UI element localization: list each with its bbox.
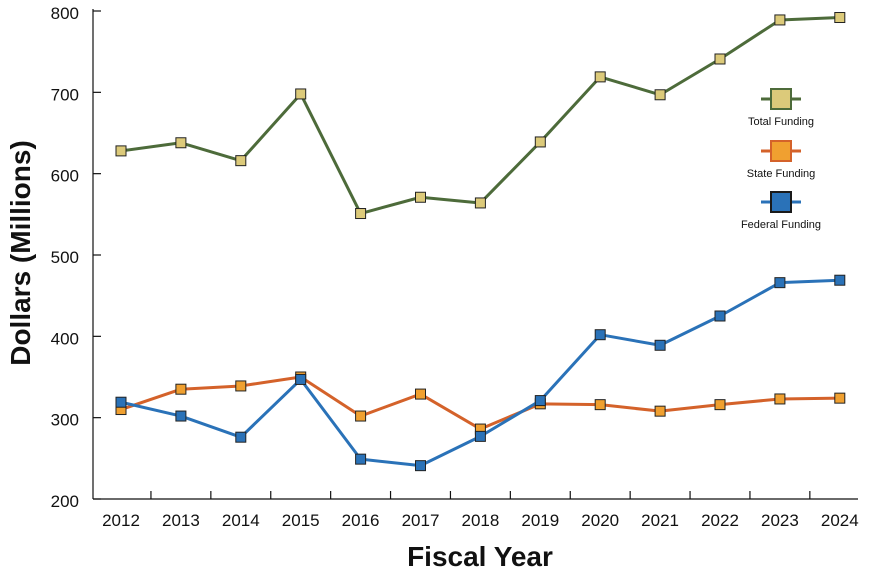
axes: 200 300 400 500 600 700 800 2012 2013 2014 2015 201… [51,4,859,530]
data-point-total-funding [774,14,786,26]
x-tick-label: 2013 [162,511,200,530]
legend: Total Funding State Funding Federal Fundin… [741,88,821,231]
x-tick-label: 2018 [461,511,499,530]
x-tick-label: 2015 [282,511,320,530]
data-point-total-funding [295,88,307,100]
data-point-state-funding [415,388,426,400]
data-point-total-funding [115,145,127,157]
x-tick-label: 2024 [821,511,859,530]
data-point-total-funding [355,208,367,220]
data-point-total-funding [654,89,666,101]
data-point-federal-funding [534,395,546,407]
data-point-federal-funding [774,277,786,289]
data-point-federal-funding [474,430,486,442]
y-tick-label: 500 [51,248,79,267]
data-point-state-funding [774,393,786,405]
data-point-federal-funding [235,431,247,443]
x-tick-label: 2022 [701,511,739,530]
data-point-federal-funding [355,453,367,465]
y-tick-label: 400 [51,329,79,348]
x-tick-label: 2019 [521,511,559,530]
data-point-federal-funding [415,460,426,472]
data-point-federal-funding [714,310,726,322]
data-point-state-funding [714,399,726,411]
data-point-state-funding [834,392,846,404]
data-point-state-funding [355,410,367,422]
x-tick-label: 2021 [641,511,679,530]
data-point-state-funding [175,383,187,395]
y-tick-label: 600 [51,167,79,186]
data-point-federal-funding [115,396,127,408]
legend-label-total-funding: Total Funding [748,116,814,128]
y-tick-label: 700 [51,85,79,104]
x-tick-label: 2014 [222,511,260,530]
x-tick-label: 2020 [581,511,619,530]
legend-label-state-funding: State Funding [747,168,816,180]
data-point-total-funding [235,155,247,167]
x-axis-title: Fiscal Year [407,541,553,572]
legend-label-federal-funding: Federal Funding [741,219,821,231]
legend-marker-state-funding [770,140,792,162]
data-point-total-funding [474,197,486,209]
data-point-total-funding [534,136,546,148]
data-point-federal-funding [594,329,606,341]
series-line-state-funding [120,375,840,431]
y-tick-label: 800 [51,4,79,23]
x-tick-label: 2023 [761,511,799,530]
y-tick-label: 200 [51,492,79,511]
series-layer [115,12,846,472]
data-point-federal-funding [295,373,307,385]
y-tick-label: 300 [51,411,79,430]
legend-marker-federal-funding [770,191,792,213]
legend-marker-total-funding [770,88,792,110]
data-point-federal-funding [175,410,187,422]
data-point-federal-funding [654,339,666,351]
series-line-total-funding [120,16,840,216]
data-point-total-funding [714,53,726,65]
data-point-state-funding [235,380,247,392]
data-point-federal-funding [834,274,846,286]
x-tick-label: 2016 [342,511,380,530]
y-axis-title: Dollars (Millions) [5,140,36,366]
data-point-total-funding [834,12,846,24]
data-point-state-funding [654,405,666,417]
data-point-total-funding [175,137,187,149]
x-tick-label: 2012 [102,511,140,530]
data-point-total-funding [594,71,606,83]
data-point-total-funding [415,191,426,203]
data-point-state-funding [594,399,606,411]
x-tick-label: 2017 [402,511,440,530]
